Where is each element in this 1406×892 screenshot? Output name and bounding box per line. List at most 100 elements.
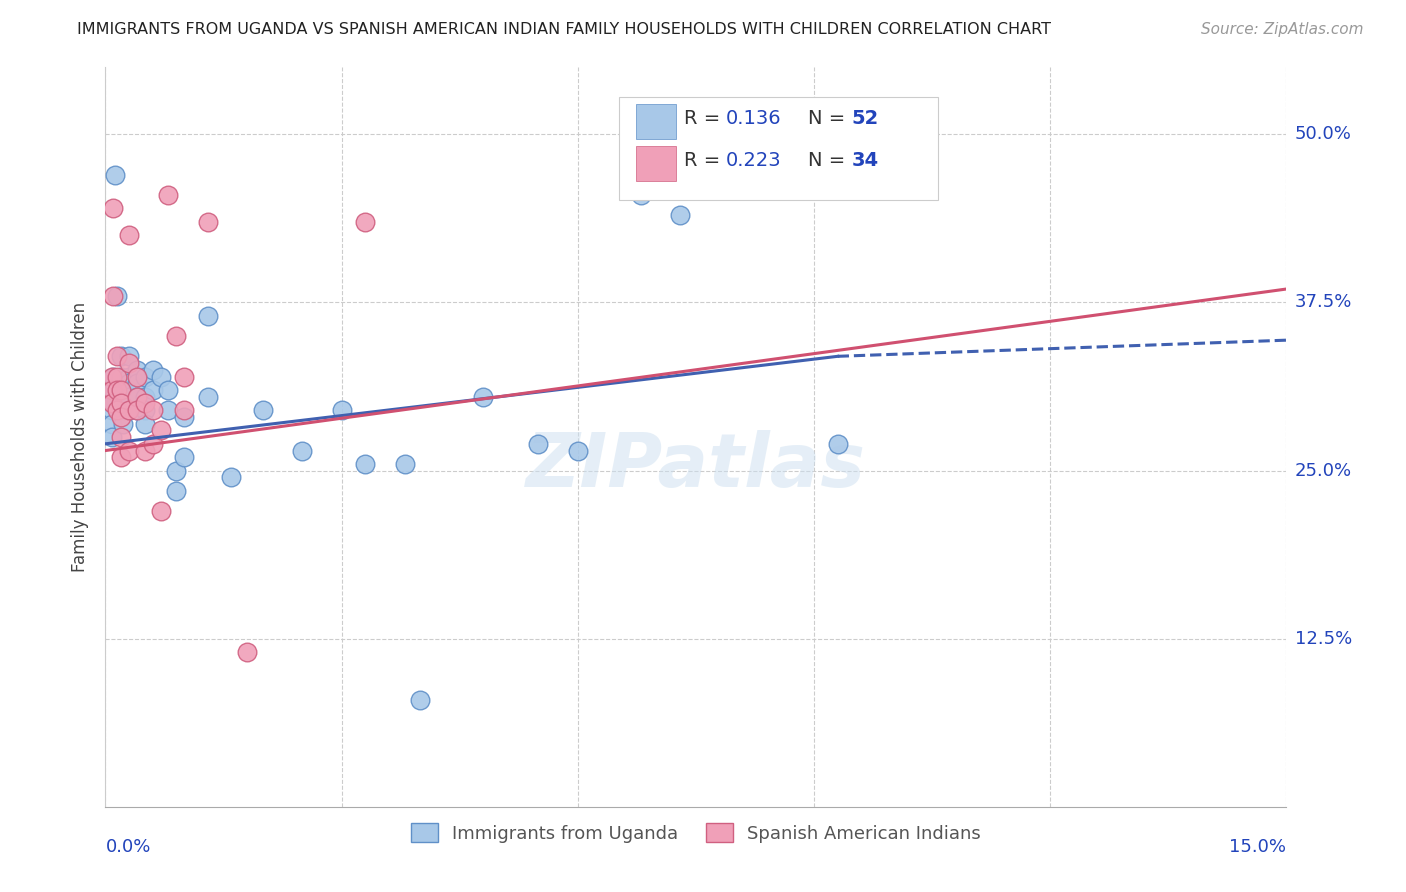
- Text: IMMIGRANTS FROM UGANDA VS SPANISH AMERICAN INDIAN FAMILY HOUSEHOLDS WITH CHILDRE: IMMIGRANTS FROM UGANDA VS SPANISH AMERIC…: [77, 22, 1052, 37]
- Y-axis label: Family Households with Children: Family Households with Children: [72, 302, 90, 572]
- Point: [134, 403, 156, 417]
- Text: N =: N =: [808, 109, 852, 128]
- Point: [125, 376, 148, 391]
- Point: [110, 409, 132, 424]
- Point: [118, 228, 141, 243]
- Point: [125, 390, 148, 404]
- Point: [157, 403, 180, 417]
- Point: [105, 349, 128, 363]
- Point: [118, 356, 141, 370]
- Point: [134, 396, 156, 410]
- Point: [173, 409, 195, 424]
- Point: [134, 443, 156, 458]
- Legend: Immigrants from Uganda, Spanish American Indians: Immigrants from Uganda, Spanish American…: [404, 816, 988, 850]
- Point: [104, 168, 127, 182]
- Point: [118, 390, 141, 404]
- Point: [103, 369, 125, 384]
- Point: [125, 369, 148, 384]
- Point: [111, 417, 134, 431]
- Text: 15.0%: 15.0%: [1229, 838, 1286, 855]
- Point: [118, 443, 141, 458]
- Point: [105, 289, 128, 303]
- Point: [472, 390, 495, 404]
- Point: [142, 383, 165, 397]
- Point: [630, 187, 652, 202]
- Point: [118, 376, 141, 391]
- Point: [105, 383, 128, 397]
- Point: [149, 423, 172, 437]
- Point: [165, 483, 187, 498]
- Point: [105, 369, 128, 384]
- Point: [110, 450, 132, 465]
- Text: 34: 34: [852, 152, 879, 170]
- Point: [394, 457, 416, 471]
- Point: [125, 363, 148, 377]
- Point: [103, 396, 125, 410]
- Point: [110, 396, 132, 410]
- Text: 50.0%: 50.0%: [1295, 125, 1351, 144]
- Point: [252, 403, 274, 417]
- Point: [330, 403, 353, 417]
- Point: [567, 443, 589, 458]
- Point: [125, 403, 148, 417]
- Point: [100, 430, 122, 444]
- Point: [173, 450, 195, 465]
- Point: [527, 437, 550, 451]
- Point: [149, 504, 172, 518]
- Point: [110, 430, 132, 444]
- Point: [236, 645, 259, 659]
- Point: [134, 390, 156, 404]
- Point: [103, 383, 125, 397]
- Point: [110, 383, 132, 397]
- Text: 0.223: 0.223: [725, 152, 782, 170]
- Point: [100, 369, 122, 384]
- Point: [165, 329, 187, 343]
- Point: [134, 417, 156, 431]
- Point: [103, 201, 125, 215]
- Point: [105, 403, 128, 417]
- Text: N =: N =: [808, 152, 852, 170]
- Point: [100, 403, 122, 417]
- Point: [669, 208, 692, 222]
- Point: [221, 470, 243, 484]
- Text: 52: 52: [852, 109, 879, 128]
- Point: [173, 369, 195, 384]
- Text: Source: ZipAtlas.com: Source: ZipAtlas.com: [1201, 22, 1364, 37]
- Text: R =: R =: [685, 109, 727, 128]
- Point: [173, 403, 195, 417]
- Point: [197, 390, 219, 404]
- Point: [165, 464, 187, 478]
- Point: [100, 383, 122, 397]
- Point: [100, 390, 122, 404]
- Point: [103, 289, 125, 303]
- Point: [111, 403, 134, 417]
- Point: [125, 403, 148, 417]
- Text: 25.0%: 25.0%: [1295, 462, 1353, 480]
- Point: [291, 443, 314, 458]
- Point: [827, 437, 849, 451]
- Point: [142, 403, 165, 417]
- Point: [157, 187, 180, 202]
- Text: 0.136: 0.136: [725, 109, 782, 128]
- Text: R =: R =: [685, 152, 727, 170]
- Point: [110, 349, 132, 363]
- Point: [118, 349, 141, 363]
- Point: [100, 396, 122, 410]
- Point: [142, 363, 165, 377]
- Point: [110, 383, 132, 397]
- Point: [409, 692, 432, 706]
- FancyBboxPatch shape: [636, 146, 676, 181]
- Point: [118, 369, 141, 384]
- FancyBboxPatch shape: [636, 104, 676, 139]
- Point: [118, 403, 141, 417]
- Text: 0.0%: 0.0%: [105, 838, 150, 855]
- Point: [118, 403, 141, 417]
- Point: [125, 390, 148, 404]
- Point: [354, 215, 377, 229]
- Point: [197, 215, 219, 229]
- Point: [157, 383, 180, 397]
- Text: 12.5%: 12.5%: [1295, 630, 1353, 648]
- Point: [134, 369, 156, 384]
- Text: 37.5%: 37.5%: [1295, 293, 1353, 311]
- Point: [354, 457, 377, 471]
